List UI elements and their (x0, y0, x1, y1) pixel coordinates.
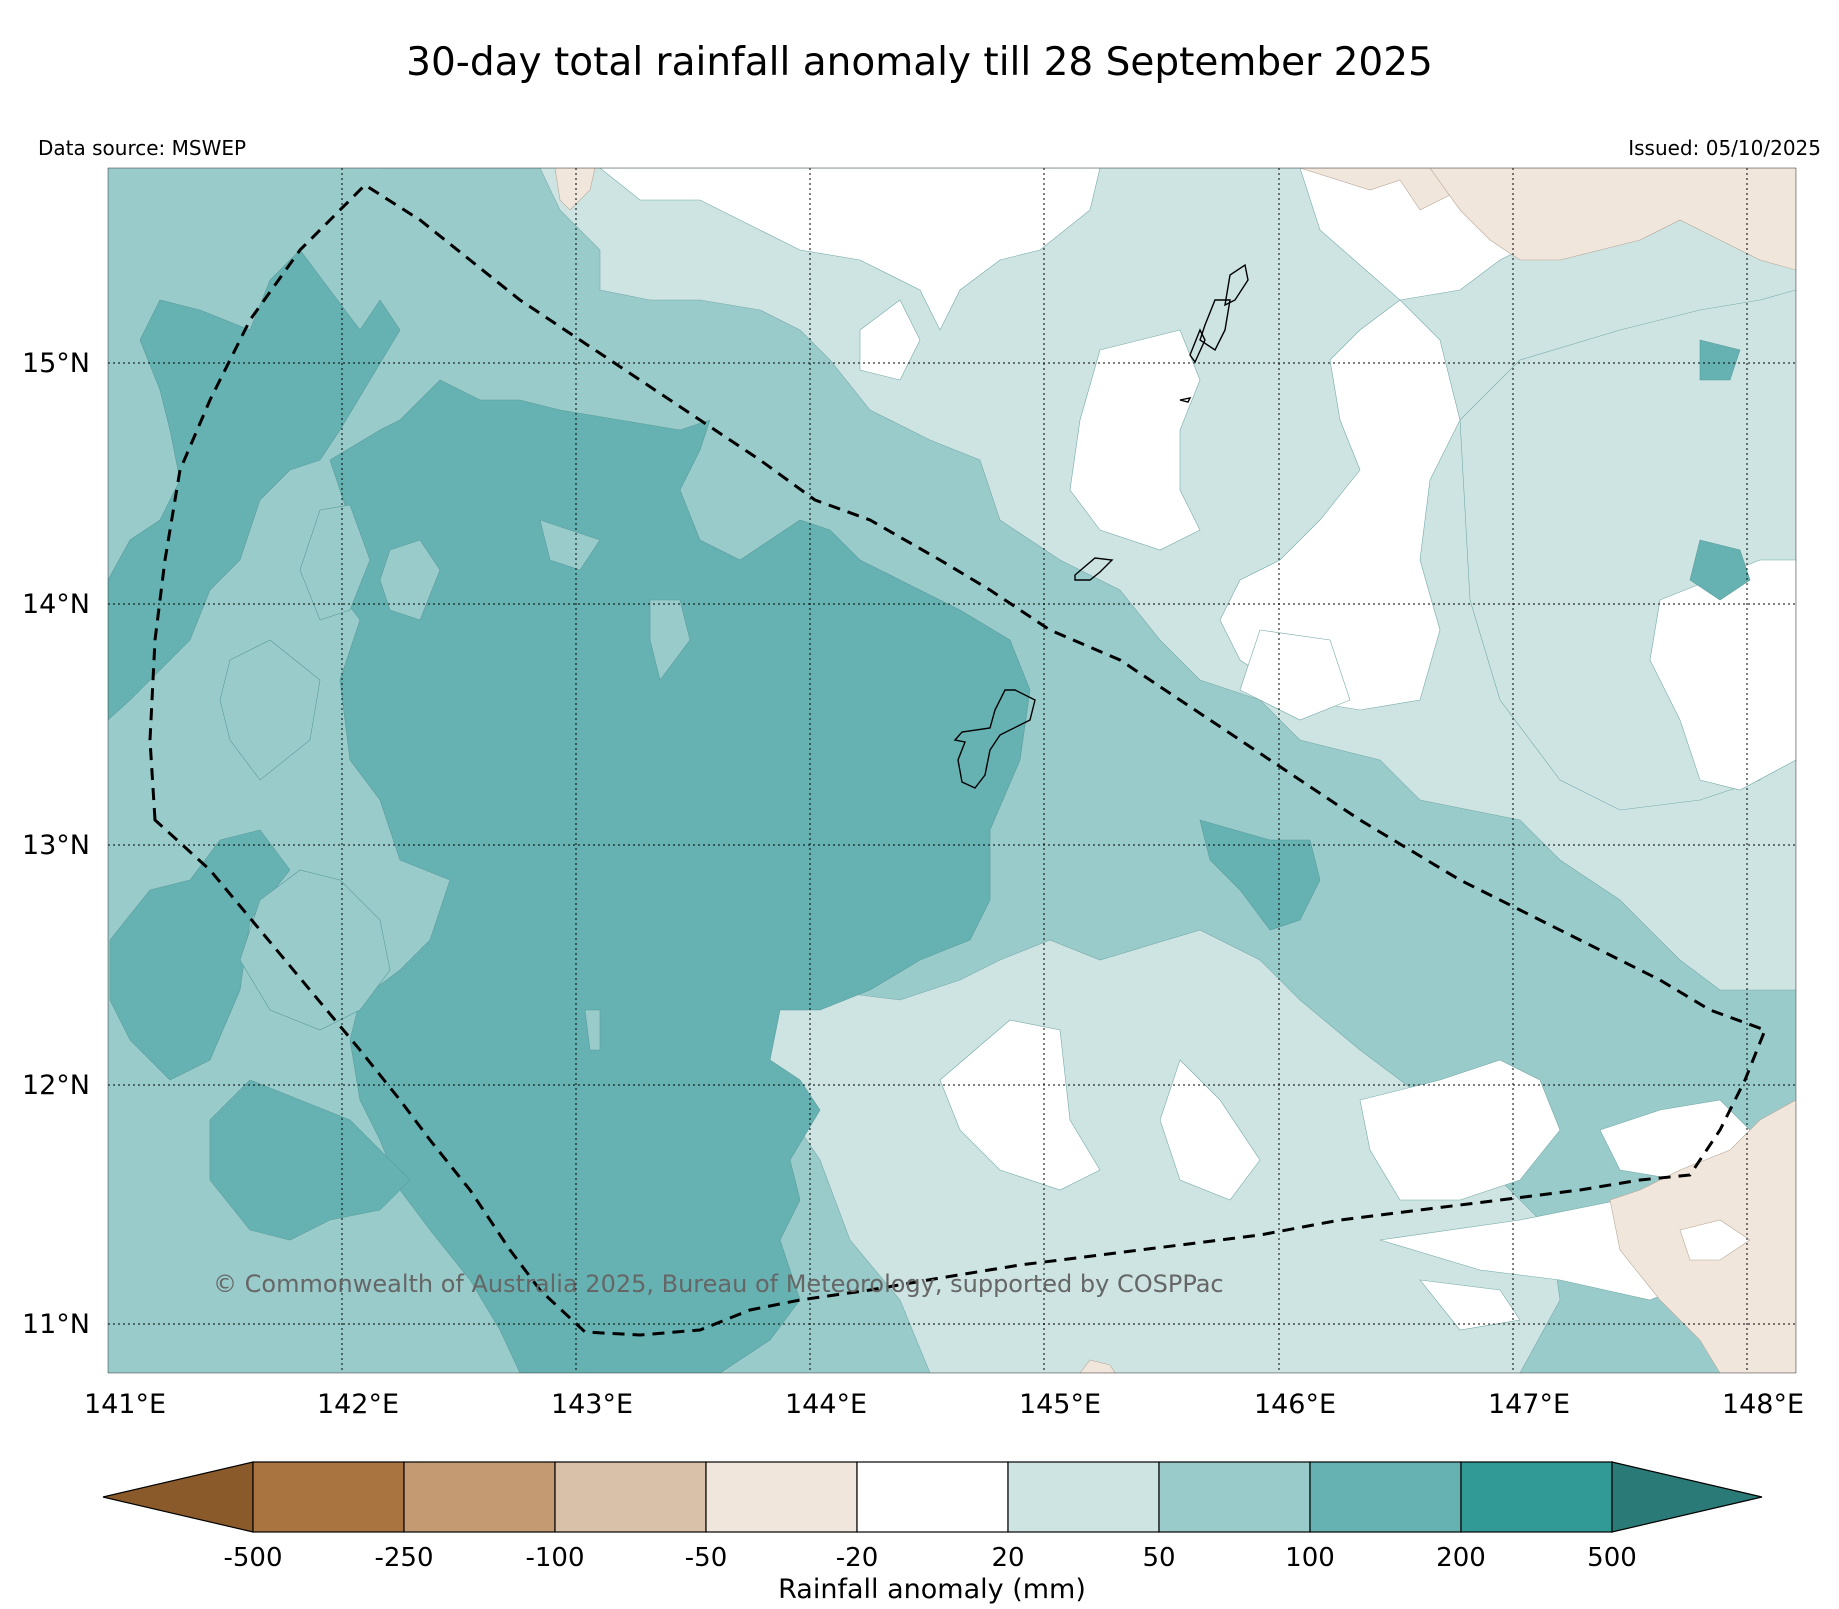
colorbar-tick-label: 50 (1142, 1543, 1175, 1573)
colorbar-segment (1007, 1461, 1160, 1533)
colorbar-extend-low (102, 1461, 254, 1533)
map-panel: © Commonwealth of Australia 2025, Bureau… (108, 168, 1796, 1373)
lon-label: 142°E (317, 1389, 399, 1420)
lat-label: 13°N (22, 830, 90, 861)
colorbar-segment (705, 1461, 858, 1533)
colorbar-title: Rainfall anomaly (mm) (778, 1574, 1086, 1605)
longitude-labels: 141°E 142°E 143°E 144°E 145°E 146°E 147°… (84, 1389, 1804, 1420)
colorbar-tick-label: -100 (525, 1543, 584, 1573)
anomaly-band-100-200 (108, 249, 1751, 1373)
tinian-island-outline (1189, 328, 1206, 364)
anomaly-band-near-normal (599, 168, 1796, 1331)
lon-label: 144°E (785, 1389, 867, 1420)
colorbar-segment (1460, 1461, 1613, 1533)
saipan-island-outline (1199, 299, 1231, 352)
island-outlines (953, 263, 1249, 789)
issued-date-label: Issued: 05/10/2025 (1628, 136, 1821, 160)
lon-label: 146°E (1254, 1389, 1336, 1420)
colorbar-segment (1158, 1461, 1311, 1533)
colorbar-segment (1309, 1461, 1462, 1533)
map-frame (107, 167, 1797, 1374)
data-source-label: Data source: MSWEP (38, 136, 247, 160)
colorbar-tick-label: 500 (1587, 1543, 1637, 1573)
colorbar-tick-label: 20 (991, 1543, 1024, 1573)
lon-label: 145°E (1019, 1389, 1101, 1420)
lon-label: 141°E (84, 1389, 166, 1420)
lat-label: 14°N (22, 589, 90, 620)
guam-island-outline (953, 689, 1036, 789)
colorbar-segment (554, 1461, 707, 1533)
lat-label: 11°N (22, 1309, 90, 1340)
colorbar-tick-label: 100 (1285, 1543, 1335, 1573)
colorbar-extend-high (1611, 1461, 1763, 1533)
colorbar-tick-label: -500 (223, 1543, 282, 1573)
colorbar-segment (403, 1461, 556, 1533)
colorbar-ticks: -500 -250 -100 -50 -20 20 50 100 200 500 (223, 1543, 1636, 1573)
lon-label: 147°E (1488, 1389, 1570, 1420)
lat-label: 12°N (22, 1070, 90, 1101)
copyright-notice: © Commonwealth of Australia 2025, Bureau… (213, 1270, 1224, 1298)
lon-label: 143°E (551, 1389, 633, 1420)
colorbar-segment (856, 1461, 1009, 1533)
northern-islands-outline (1224, 263, 1249, 307)
near-normal-hole (1679, 1219, 1751, 1261)
graticule (108, 168, 1796, 1373)
colorbar-tick-label: -20 (836, 1543, 878, 1573)
colorbar-segment (252, 1461, 405, 1533)
anomaly-band-50-100-patches (219, 504, 691, 1051)
colorbar (102, 1461, 1763, 1533)
map-title: 30-day total rainfall anomaly till 28 Se… (406, 40, 1433, 85)
lon-label: 148°E (1722, 1389, 1804, 1420)
colorbar-tick-label: -250 (374, 1543, 433, 1573)
rota-island-outline (1074, 557, 1114, 581)
lat-label: 15°N (22, 348, 90, 379)
colorbar-tick-label: -50 (685, 1543, 727, 1573)
latitude-labels: 15°N 14°N 13°N 12°N 11°N (22, 348, 90, 1340)
colorbar-tick-label: 200 (1436, 1543, 1486, 1573)
eez-boundary-line (148, 183, 1767, 1337)
